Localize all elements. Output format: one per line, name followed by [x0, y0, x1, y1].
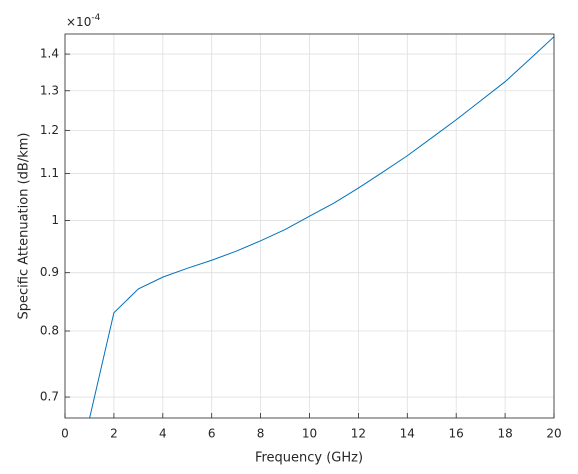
y-tick-label: 0.7	[40, 390, 59, 404]
x-tick-label: 14	[400, 427, 415, 441]
y-tick-label: 0.9	[40, 265, 59, 279]
x-tick-label: 20	[546, 427, 561, 441]
y-exponent: ×10-4	[66, 13, 101, 29]
x-axis-label: Frequency (GHz)	[255, 451, 363, 466]
y-tick-label: 1.1	[40, 166, 59, 180]
y-tick-label: 0.8	[40, 323, 59, 337]
data-line	[89, 36, 554, 418]
x-tick-label: 12	[351, 427, 366, 441]
plot-lines	[89, 36, 554, 418]
x-tick-label: 4	[159, 427, 167, 441]
x-tick-label: 2	[110, 427, 118, 441]
y-tick-label: 1.3	[40, 83, 59, 97]
exponent-power: -4	[91, 13, 100, 23]
x-tick-label: 8	[257, 427, 265, 441]
x-tick-label: 0	[61, 427, 69, 441]
x-tick-label: 18	[497, 427, 512, 441]
exponent-base: ×10	[66, 15, 91, 29]
y-axis-label: Specific Attenuation (dB/km)	[17, 133, 32, 320]
y-tick-label: 1	[51, 213, 59, 227]
y-tick-label: 1.4	[40, 47, 59, 61]
x-tick-label: 16	[449, 427, 464, 441]
y-tick-label: 1.2	[40, 123, 59, 137]
x-tick-label: 6	[208, 427, 216, 441]
x-tick-label: 10	[302, 427, 317, 441]
